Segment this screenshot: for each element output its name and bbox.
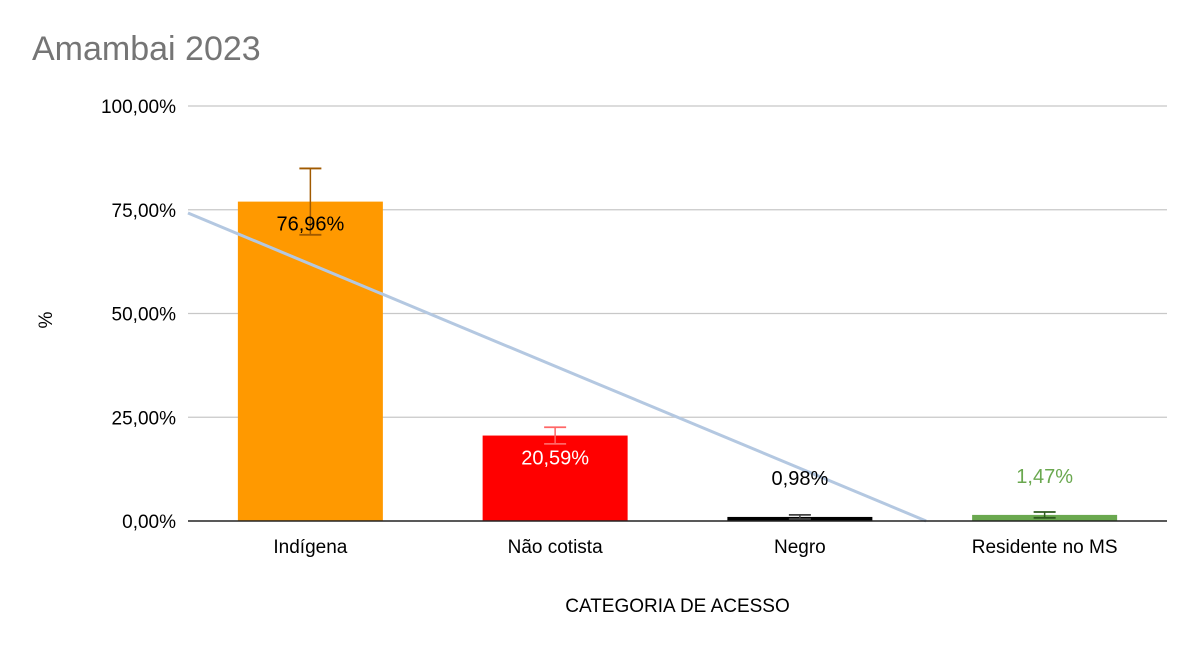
y-tick-label: 100,00%: [101, 97, 176, 118]
data-label: 1,47%: [1016, 466, 1073, 488]
bar: [237, 201, 383, 521]
chart-title: Amambai 2023: [32, 30, 261, 68]
trendline: [187, 211, 927, 523]
y-axis-title: %: [36, 311, 57, 328]
bar: [482, 435, 628, 521]
y-tick-label: 25,00%: [112, 408, 177, 429]
x-tick-label: Negro: [774, 537, 826, 558]
y-axis-ticks: 0,00% 25,00% 50,00% 75,00% 100,00%: [101, 97, 176, 533]
x-tick-label: Indígena: [273, 537, 347, 558]
error-bar: [788, 513, 811, 520]
x-tick-label: Não cotista: [508, 537, 603, 558]
x-axis-ticks: Indígena Não cotista Negro Residente no MS: [273, 537, 1117, 558]
error-bar: [1033, 511, 1056, 519]
data-label: 20,59%: [521, 448, 589, 470]
y-tick-label: 75,00%: [112, 201, 177, 222]
y-tick-label: 50,00%: [112, 305, 177, 326]
y-tick-label: 0,00%: [122, 512, 176, 533]
error-bars: [299, 167, 1056, 520]
bars: [237, 201, 1118, 521]
data-label: 0,98%: [772, 468, 829, 490]
x-tick-label: Residente no MS: [972, 537, 1118, 558]
error-bar: [299, 167, 322, 236]
data-labels: 76,96% 20,59% 0,98% 1,47%: [276, 214, 1073, 490]
error-bar: [544, 426, 567, 445]
x-axis-title: CATEGORIA DE ACESSO: [565, 596, 790, 617]
data-label: 76,96%: [276, 214, 344, 236]
